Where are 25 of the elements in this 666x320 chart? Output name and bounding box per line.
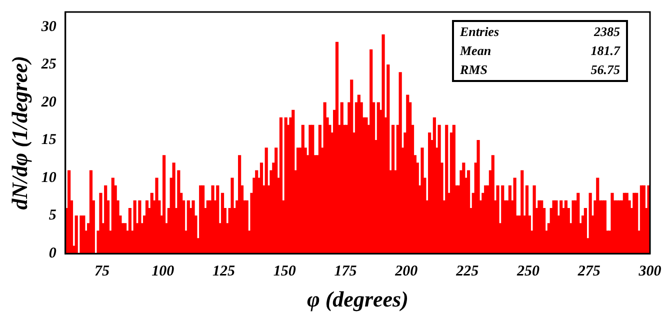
- y-axis-title: dN/dφ (1/degree): [6, 56, 32, 210]
- x-tick-label: 300: [638, 263, 662, 280]
- annotation: 2385: [592, 24, 620, 40]
- annotation: Entries: [460, 24, 500, 40]
- annotation: RMS: [460, 62, 488, 78]
- x-tick-label: 225: [455, 263, 480, 280]
- annotation: 56.75: [590, 62, 620, 78]
- x-tick-label: 150: [273, 263, 296, 280]
- x-tick-label: 250: [516, 263, 540, 280]
- y-tick-label: 20: [40, 94, 57, 110]
- y-tick-label: 10: [41, 170, 57, 186]
- x-tick-label: 100: [152, 263, 175, 280]
- x-tick-label: 125: [212, 263, 236, 280]
- y-tick-label: 30: [40, 18, 57, 35]
- x-tick-label: 275: [576, 263, 601, 280]
- x-tick-label: 75: [94, 263, 110, 280]
- x-tick-label: 200: [394, 263, 418, 280]
- annotation: 181.7: [590, 43, 620, 59]
- y-tick-label: 25: [40, 56, 57, 73]
- y-tick-label: 5: [48, 208, 57, 224]
- y-tick-label: 0: [48, 245, 57, 262]
- x-tick-label: 175: [334, 263, 358, 280]
- y-tick-label: 15: [41, 132, 57, 148]
- x-axis-title: φ (degrees): [306, 286, 408, 312]
- annotation: Mean: [460, 43, 492, 59]
